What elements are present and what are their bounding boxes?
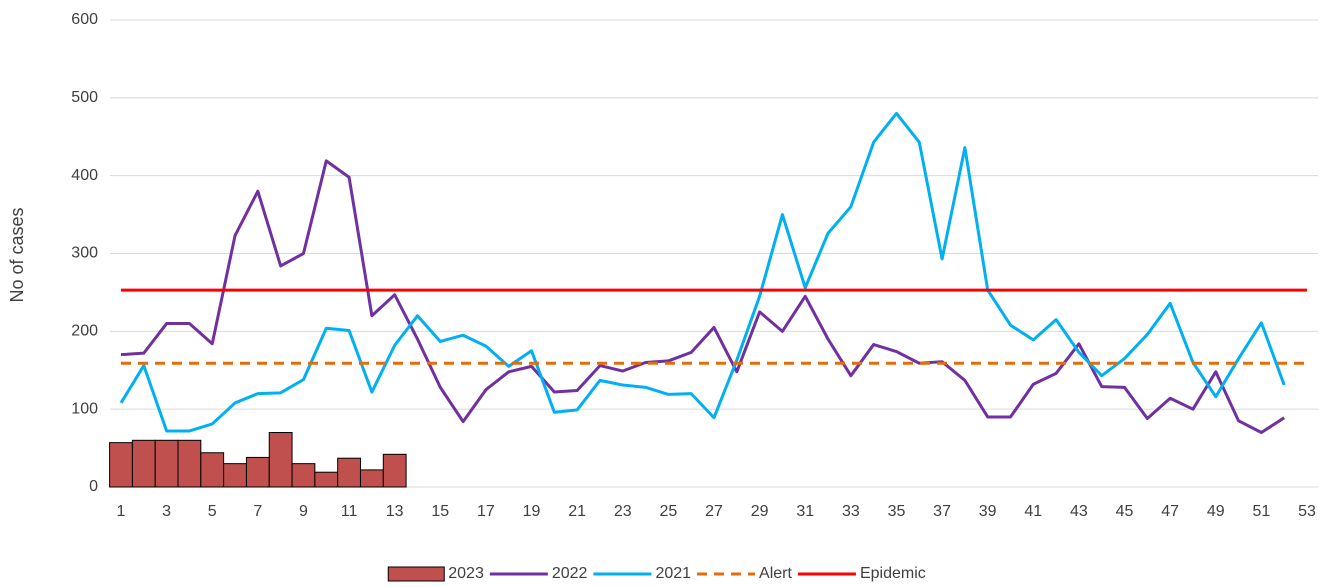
bar: [245, 456, 270, 488]
x-tick-label: 39: [979, 503, 997, 520]
x-tick-label: 17: [477, 503, 495, 520]
bar: [337, 457, 361, 488]
y-axis-label: No of cases: [7, 207, 27, 302]
x-tick-label: 7: [253, 503, 262, 520]
x-tick-label: 31: [796, 503, 814, 520]
x-tick-label: 9: [299, 503, 308, 520]
bar: [291, 463, 316, 488]
bar: [268, 432, 293, 488]
x-tick-label: 5: [208, 503, 217, 520]
bar: [131, 439, 156, 488]
x-tick-label: 51: [1252, 503, 1270, 520]
y-tick-label: 200: [71, 323, 98, 340]
x-tick-label: 35: [888, 503, 906, 520]
bar: [314, 471, 339, 488]
line-series: [119, 111, 1286, 433]
legend-label: 2022: [552, 565, 588, 582]
x-tick-label: 13: [386, 503, 404, 520]
x-tick-label: 23: [614, 503, 632, 520]
bar: [223, 463, 247, 488]
y-tick-label: 600: [71, 11, 98, 28]
x-tick-label: 19: [523, 503, 541, 520]
bar: [200, 452, 225, 488]
legend-label: 2021: [655, 565, 691, 582]
x-tick-label: 49: [1207, 503, 1225, 520]
y-tick-label: 400: [71, 167, 98, 184]
x-tick-label: 37: [933, 503, 951, 520]
x-tick-label: 21: [568, 503, 586, 520]
y-tick-label: 300: [71, 245, 98, 262]
legend-swatch: [387, 566, 445, 582]
x-tick-label: 43: [1070, 503, 1088, 520]
x-tick-label: 41: [1024, 503, 1042, 520]
y-tick-label: 500: [71, 89, 98, 106]
y-tick-label: 0: [89, 478, 98, 495]
x-tick-label: 25: [659, 503, 677, 520]
legend-label: 2023: [448, 565, 484, 582]
bar: [177, 439, 202, 488]
x-tick-label: 1: [117, 503, 126, 520]
y-tick-label: 100: [71, 400, 98, 417]
bar: [154, 439, 179, 488]
x-tick-label: 3: [162, 503, 171, 520]
x-tick-label: 53: [1298, 503, 1316, 520]
x-tick-label: 47: [1161, 503, 1179, 520]
x-tick-label: 33: [842, 503, 860, 520]
x-tick-label: 11: [341, 503, 358, 520]
bar: [359, 469, 384, 488]
legend-label: Alert: [759, 565, 792, 582]
line-series: [120, 159, 1286, 435]
x-tick-label: 29: [751, 503, 769, 520]
legend-label: Epidemic: [860, 565, 926, 582]
x-tick-label: 27: [705, 503, 723, 520]
x-tick-label: 45: [1116, 503, 1134, 520]
x-tick-label: 15: [431, 503, 449, 520]
bar: [382, 453, 407, 488]
bar: [109, 442, 133, 488]
